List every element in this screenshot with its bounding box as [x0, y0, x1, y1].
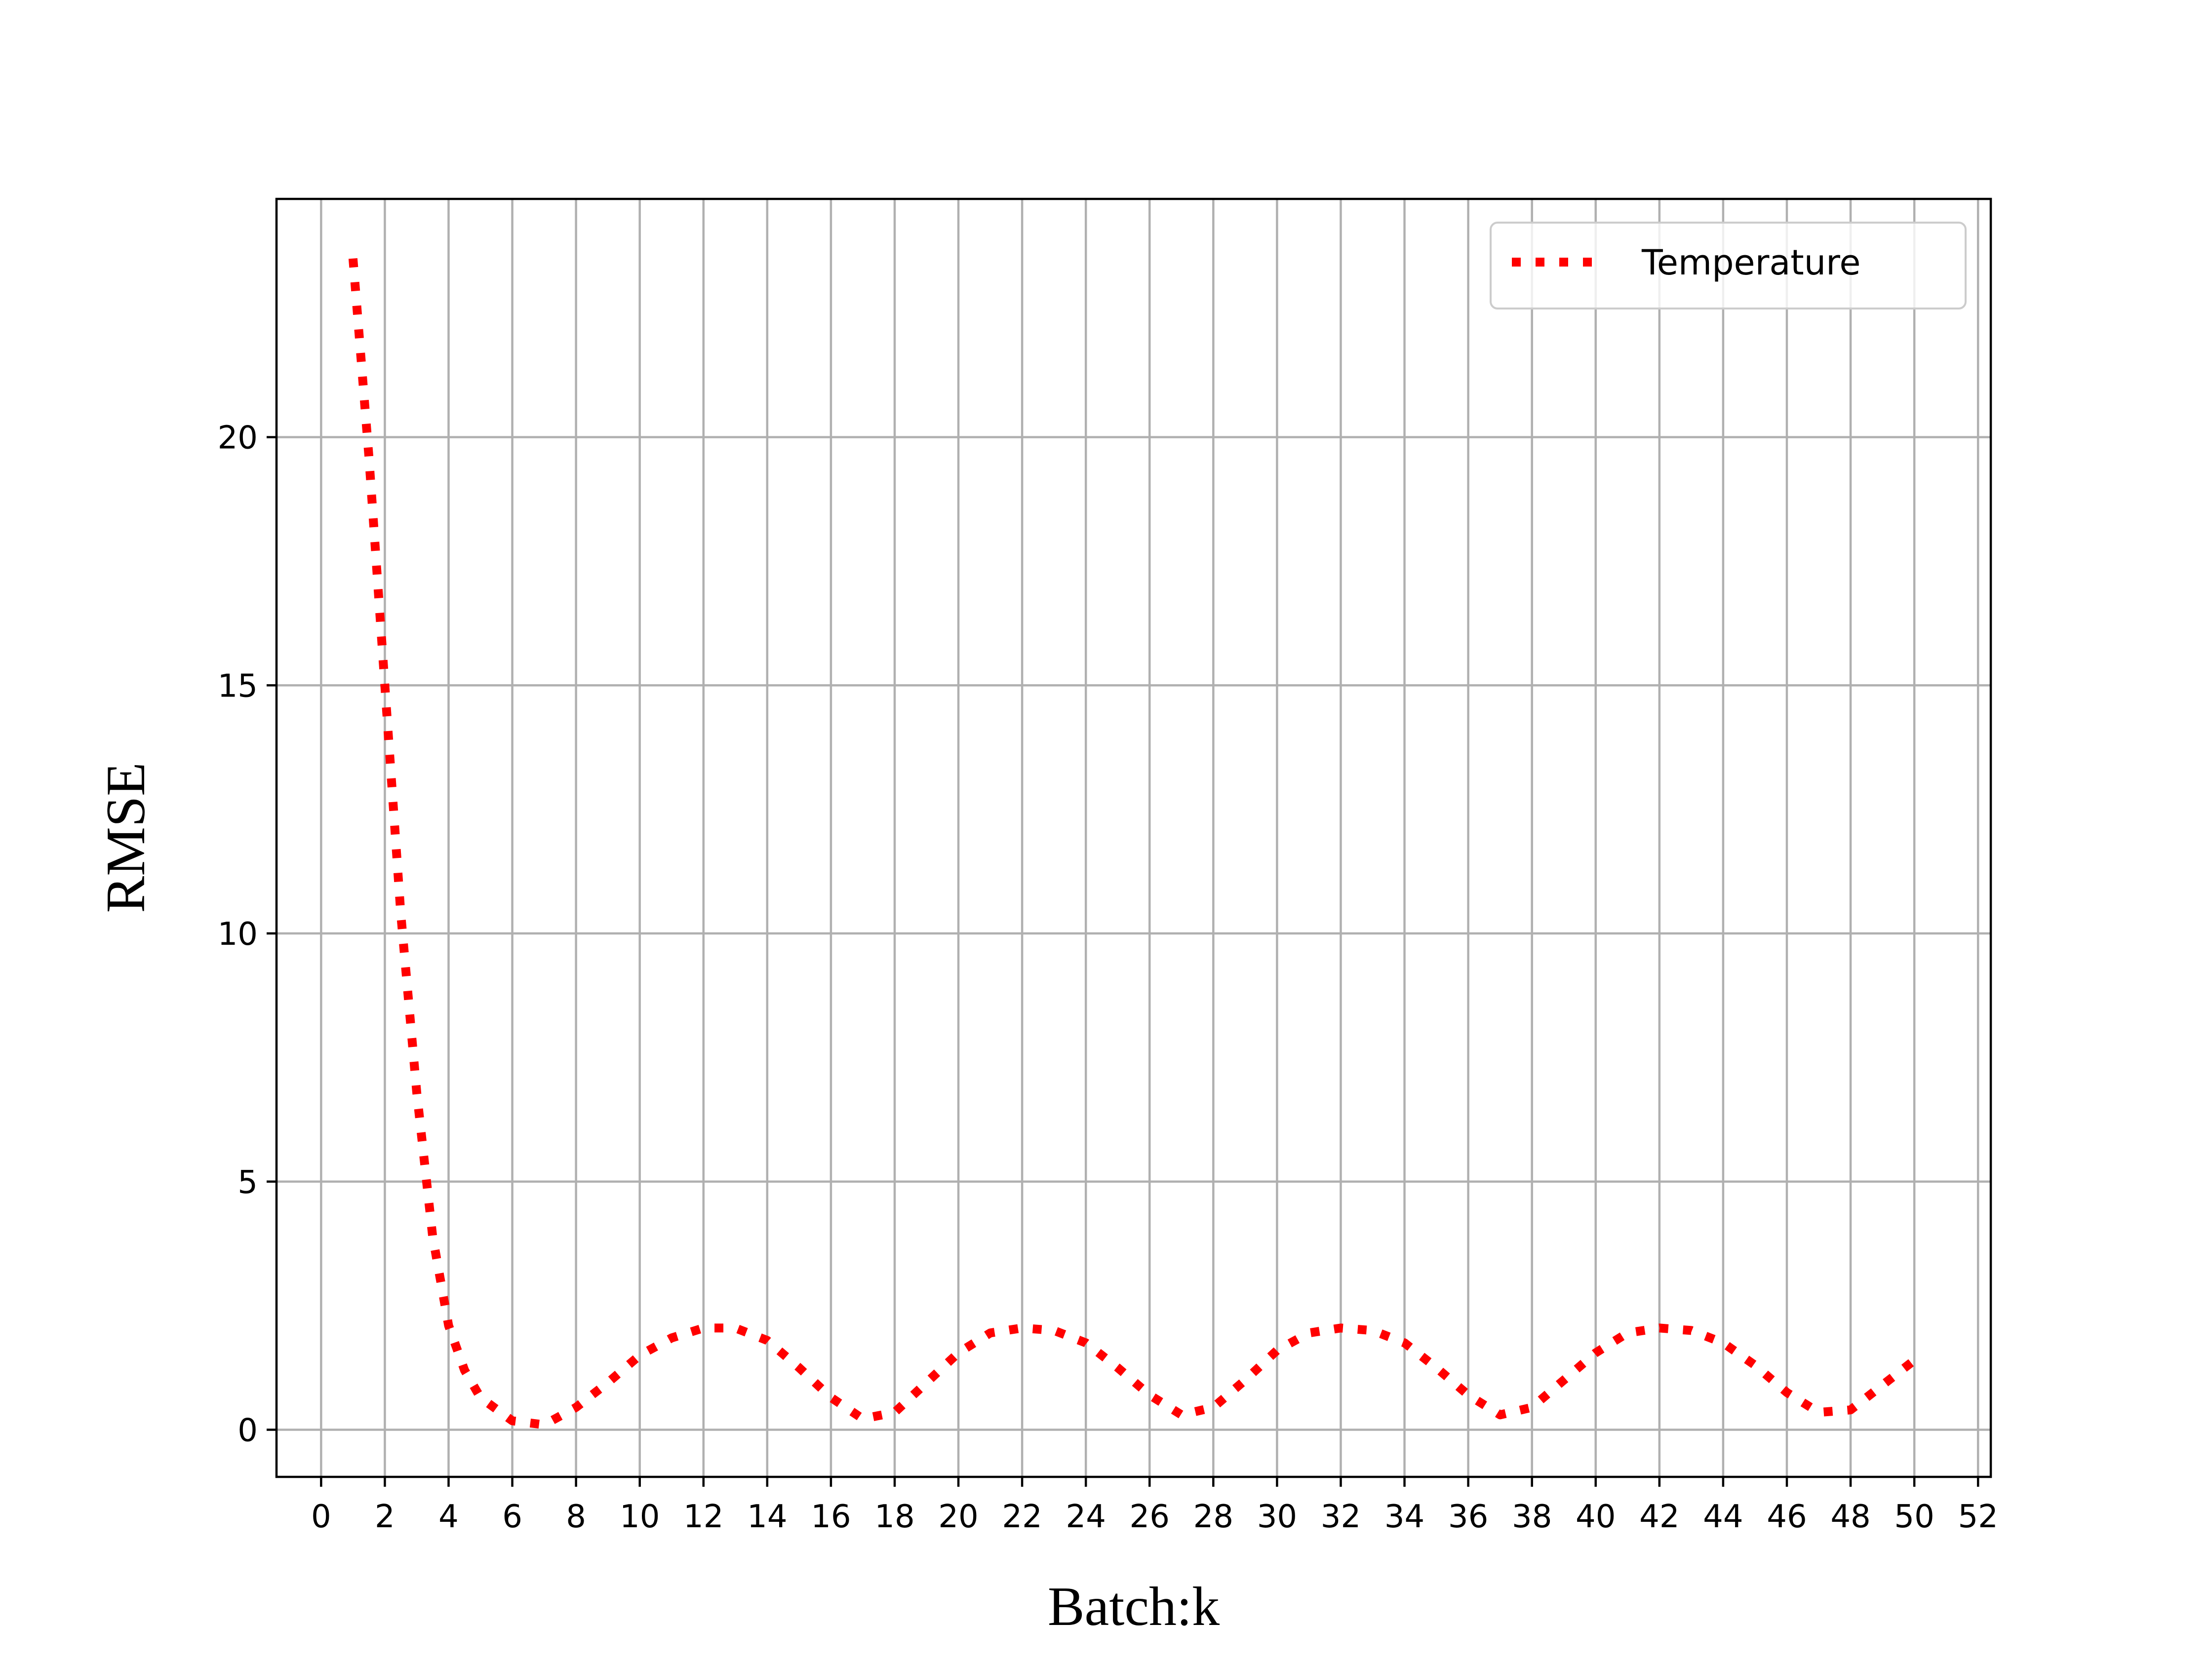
- x-tick-label: 38: [1512, 1499, 1552, 1535]
- legend: Temperature: [1490, 222, 1967, 309]
- x-tick-label: 34: [1384, 1499, 1424, 1535]
- x-tick-label: 50: [1894, 1499, 1934, 1535]
- x-tick-label: 46: [1767, 1499, 1807, 1535]
- x-tick-label: 10: [620, 1499, 660, 1535]
- y-axis: 0 5 10 15 20: [218, 420, 276, 1449]
- grid-lines: [276, 199, 1991, 1477]
- x-tick-label: 22: [1002, 1499, 1042, 1535]
- y-axis-title: RMSE: [95, 763, 157, 913]
- y-tick-label: 5: [237, 1164, 258, 1201]
- y-tick-label: 0: [237, 1412, 258, 1449]
- x-axis: 0 2 4 6 8 10 12 14 16 18 20 22 24 26 28 30 32 34 36 38 40 42 4…: [311, 1477, 1998, 1535]
- plot-frame: [275, 197, 1992, 1478]
- x-tick-label: 32: [1321, 1499, 1361, 1535]
- x-tick-label: 6: [502, 1499, 522, 1535]
- x-tick-label: 42: [1639, 1499, 1679, 1535]
- x-tick-label: 14: [747, 1499, 787, 1535]
- x-tick-label: 20: [938, 1499, 978, 1535]
- x-tick-label: 44: [1703, 1499, 1743, 1535]
- x-tick-label: 52: [1958, 1499, 1998, 1535]
- x-tick-label: 4: [438, 1499, 459, 1535]
- x-tick-label: 16: [811, 1499, 851, 1535]
- y-tick-label: 20: [218, 420, 258, 457]
- x-tick-label: 2: [375, 1499, 395, 1535]
- x-tick-label: 28: [1193, 1499, 1233, 1535]
- x-tick-label: 12: [683, 1499, 723, 1535]
- legend-box: [1490, 222, 1967, 309]
- x-tick-label: 8: [566, 1499, 586, 1535]
- y-tick-label: 15: [218, 668, 258, 704]
- x-tick-label: 26: [1130, 1499, 1170, 1535]
- x-tick-label: 18: [874, 1499, 914, 1535]
- x-tick-label: 40: [1576, 1499, 1616, 1535]
- legend-label-temperature: Temperature: [1641, 242, 1860, 283]
- x-tick-label: 36: [1448, 1499, 1488, 1535]
- x-axis-title: Batch:k: [1048, 1576, 1220, 1637]
- x-tick-label: 0: [311, 1499, 331, 1535]
- x-tick-label: 30: [1257, 1499, 1297, 1535]
- x-tick-label: 48: [1830, 1499, 1870, 1535]
- y-tick-label: 10: [218, 916, 258, 953]
- x-tick-label: 24: [1066, 1499, 1106, 1535]
